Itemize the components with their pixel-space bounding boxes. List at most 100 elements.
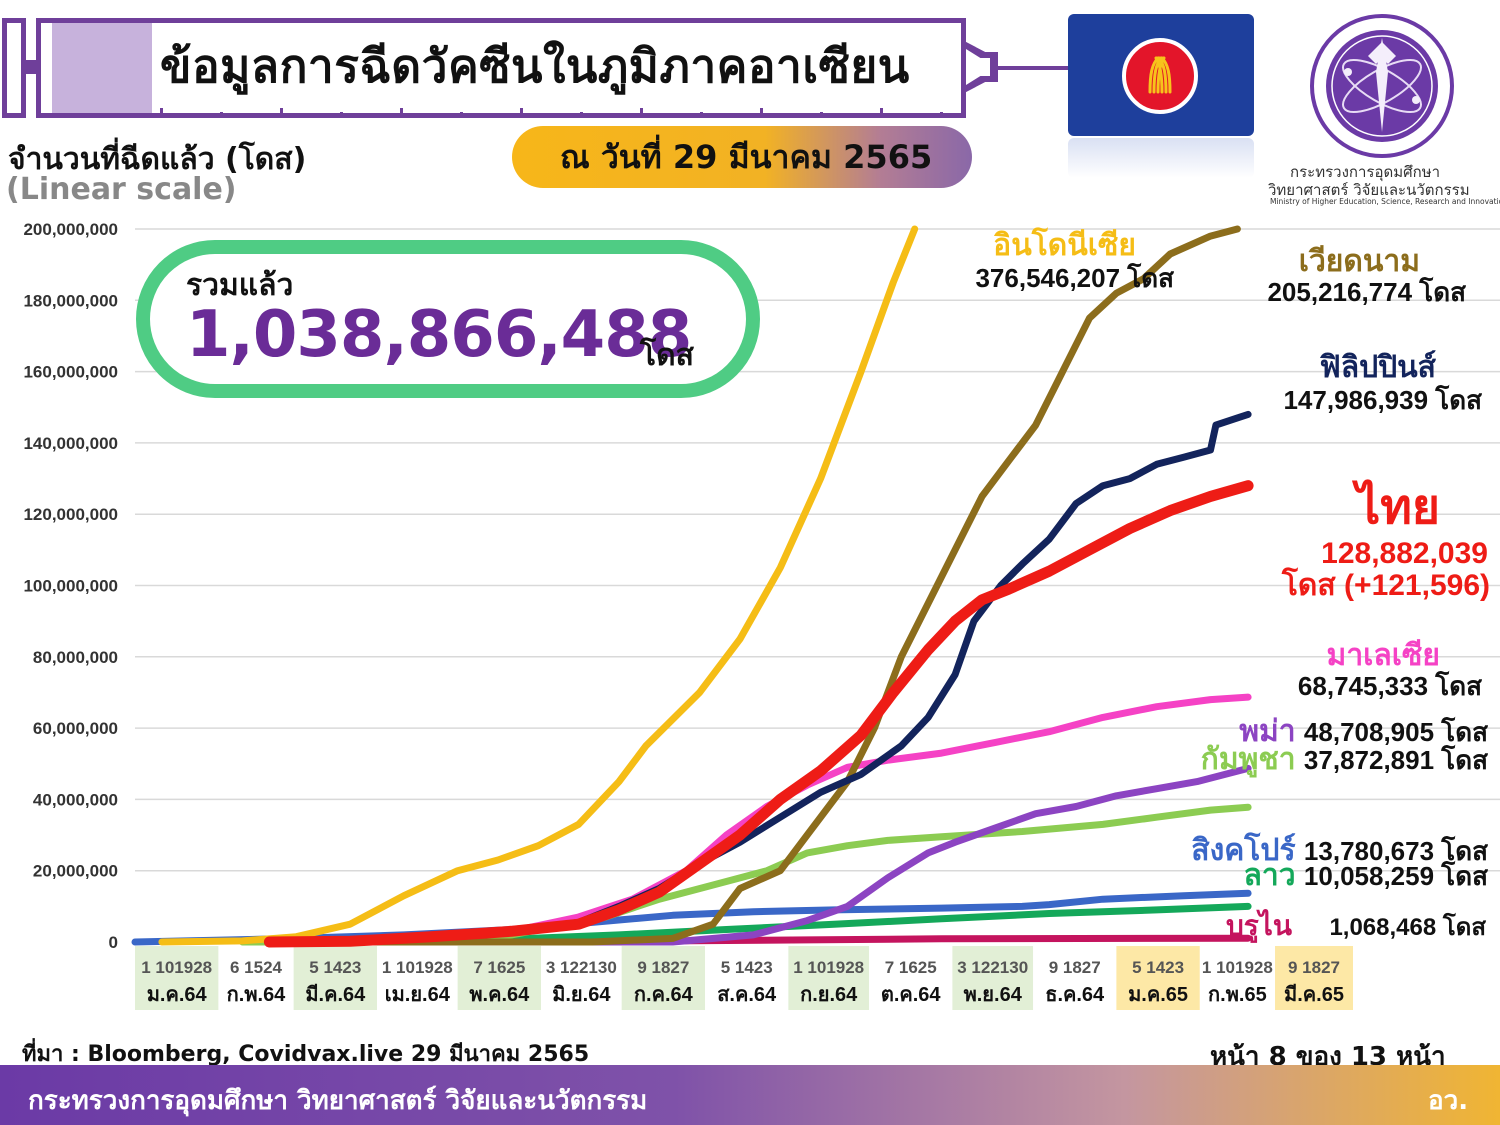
x-tick-days: 7 1625 xyxy=(885,958,937,977)
x-tick-days: 5 1423 xyxy=(721,958,773,977)
x-tick-month: ก.ย.64 xyxy=(800,984,858,1006)
footer-bar xyxy=(0,1065,1500,1125)
x-tick-month: ธ.ค.64 xyxy=(1045,984,1105,1006)
x-month-shade xyxy=(788,946,870,1010)
x-tick-month: เม.ย.64 xyxy=(385,984,451,1006)
y-tick-label: 20,000,000 xyxy=(33,862,118,881)
series-value-label: 205,216,774 โดส xyxy=(1267,276,1466,307)
series-name-label: ฟิลิปปินส์ xyxy=(1319,350,1436,384)
x-tick-days: 5 1423 xyxy=(309,958,361,977)
series-name-label: พม่า xyxy=(1239,715,1304,748)
x-tick-days: 9 1827 xyxy=(1288,958,1340,977)
x-tick-month: มิ.ย.64 xyxy=(552,984,611,1006)
series-name-label: มาเลเซีย xyxy=(1327,639,1440,672)
series-line xyxy=(292,693,1252,946)
x-month-shade xyxy=(952,946,1034,1010)
series-name-label: บรูไน xyxy=(1226,909,1292,943)
x-tick-month: ต.ค.64 xyxy=(881,984,942,1006)
series-name-label: อินโดนีเซีย xyxy=(993,226,1136,262)
asean-rice-icon xyxy=(1148,56,1172,94)
x-tick-month: มี.ค.65 xyxy=(1284,983,1344,1006)
x-month-shade xyxy=(621,946,706,1010)
y-tick-label: 180,000,000 xyxy=(23,291,118,310)
vaccination-line-chart: 0 20,000,000 40,000,000 60,000,000 80,000,00… xyxy=(23,220,1500,1010)
total-value: 1,038,866,488 xyxy=(186,298,692,372)
x-tick-days: 9 1827 xyxy=(637,958,689,977)
series-value-label: 10,058,259 โดส xyxy=(1304,860,1488,891)
syringe-plunger xyxy=(2,18,26,118)
total-label: รวมแล้ว xyxy=(186,268,294,303)
series-pair-label: กัมพูชา 37,872,891 โดส xyxy=(1201,743,1488,778)
x-tick-days: 5 1423 xyxy=(1132,958,1184,977)
y-tick-label: 200,000,000 xyxy=(23,220,118,239)
y-tick-label: 160,000,000 xyxy=(23,363,118,382)
x-tick-days: 6 1524 xyxy=(230,958,283,977)
series-pair-label: สิงคโปร์ 13,780,673 โดส xyxy=(1191,831,1488,867)
x-month-shade xyxy=(135,946,219,1010)
x-tick-days: 1 101928 xyxy=(382,958,453,977)
series-line xyxy=(263,480,1254,948)
x-tick-days: 7 1625 xyxy=(473,958,525,977)
y-tick-label: 40,000,000 xyxy=(33,790,118,809)
series-value-label: 68,745,333 โดส xyxy=(1298,670,1482,701)
series-line xyxy=(158,225,919,946)
series-name-label: กัมพูชา xyxy=(1201,743,1304,778)
ministry-name-th-1: กระทรวงการอุดมศึกษา xyxy=(1290,163,1440,181)
series-line xyxy=(292,225,1241,946)
x-tick-month: พ.ย.64 xyxy=(964,984,1023,1006)
series-pair-label: พม่า 48,708,905 โดส xyxy=(1239,715,1488,748)
series-value-label: 128,882,039 xyxy=(1321,537,1488,570)
syringe-ticks xyxy=(160,108,960,118)
footer-abbr: อว. xyxy=(1428,1086,1469,1116)
x-tick-month: ก.พ.65 xyxy=(1208,984,1267,1006)
y-tick-label: 100,000,000 xyxy=(23,577,118,596)
y-tick-label: 80,000,000 xyxy=(33,648,118,667)
syringe-rod xyxy=(24,60,38,74)
x-tick-month: ส.ค.64 xyxy=(717,984,777,1006)
footer-ministry: กระทรวงการอุดมศึกษา วิทยาศาสตร์ วิจัยและ… xyxy=(28,1086,648,1116)
date-pill xyxy=(512,126,972,188)
x-tick-days: 3 122130 xyxy=(957,958,1028,977)
x-tick-month: มี.ค.64 xyxy=(305,983,366,1006)
x-tick-days: 3 122130 xyxy=(546,958,617,977)
x-tick-month: ม.ค.65 xyxy=(1128,984,1188,1006)
total-doses-box xyxy=(136,240,760,398)
asean-flag-reflection xyxy=(1068,138,1254,178)
total-unit: โดส xyxy=(640,338,694,373)
y-tick-label: 120,000,000 xyxy=(23,505,118,524)
x-tick-month: ม.ค.64 xyxy=(147,984,208,1006)
series-line xyxy=(292,764,1252,946)
series-pair-label: ลาว 10,058,259 โดส xyxy=(1244,859,1489,892)
syringe-needle xyxy=(996,66,1076,70)
y-axis-scale-note: (Linear scale) xyxy=(6,172,237,207)
page-title: ข้อมูลการฉีดวัคซีนในภูมิภาคอาเซียน xyxy=(160,39,910,93)
source-note: ที่มา : Bloomberg, Covidvax.live 29 มีนา… xyxy=(22,1042,590,1067)
date-text: ณ วันที่ 29 มีนาคม 2565 xyxy=(560,138,933,176)
x-tick-days: 1 101928 xyxy=(141,958,212,977)
x-month-shade xyxy=(293,946,377,1010)
series-value-label: 48,708,905 โดส xyxy=(1304,716,1488,747)
x-month-shade xyxy=(457,946,541,1010)
x-tick-month: ก.พ.64 xyxy=(227,984,287,1006)
x-month-shade xyxy=(1275,946,1353,1010)
ministry-logo-icon xyxy=(1310,14,1454,158)
ministry-name-en: Ministry of Higher Education, Science, R… xyxy=(1270,197,1500,206)
series-line xyxy=(292,410,1252,946)
series-value-label: 1,068,468 โดส xyxy=(1329,912,1486,941)
ministry-name-th-2: วิทยาศาสตร์ วิจัยและนวัตกรรม xyxy=(1268,181,1470,199)
syringe-barrel xyxy=(36,18,966,118)
series-value-label: 13,780,673 โดส xyxy=(1304,835,1488,866)
series-name-label: ลาว xyxy=(1244,859,1304,892)
series-name-label: ไทย xyxy=(1351,478,1440,534)
x-month-shade xyxy=(1116,946,1200,1010)
x-tick-days: 9 1827 xyxy=(1049,958,1101,977)
x-tick-days: 1 101928 xyxy=(1202,958,1273,977)
series-value-label: โดส (+121,596) xyxy=(1281,566,1490,602)
x-tick-days: 1 101928 xyxy=(793,958,864,977)
y-axis-title: จำนวนที่ฉีดแล้ว (โดส) xyxy=(8,142,307,177)
y-tick-label: 140,000,000 xyxy=(23,434,118,453)
series-value-label: 376,546,207 โดส xyxy=(975,262,1174,293)
series-value-label: 37,872,891 โดส xyxy=(1304,744,1488,775)
y-tick-label: 60,000,000 xyxy=(33,719,118,738)
series-name-label: เวียดนาม xyxy=(1299,245,1420,278)
